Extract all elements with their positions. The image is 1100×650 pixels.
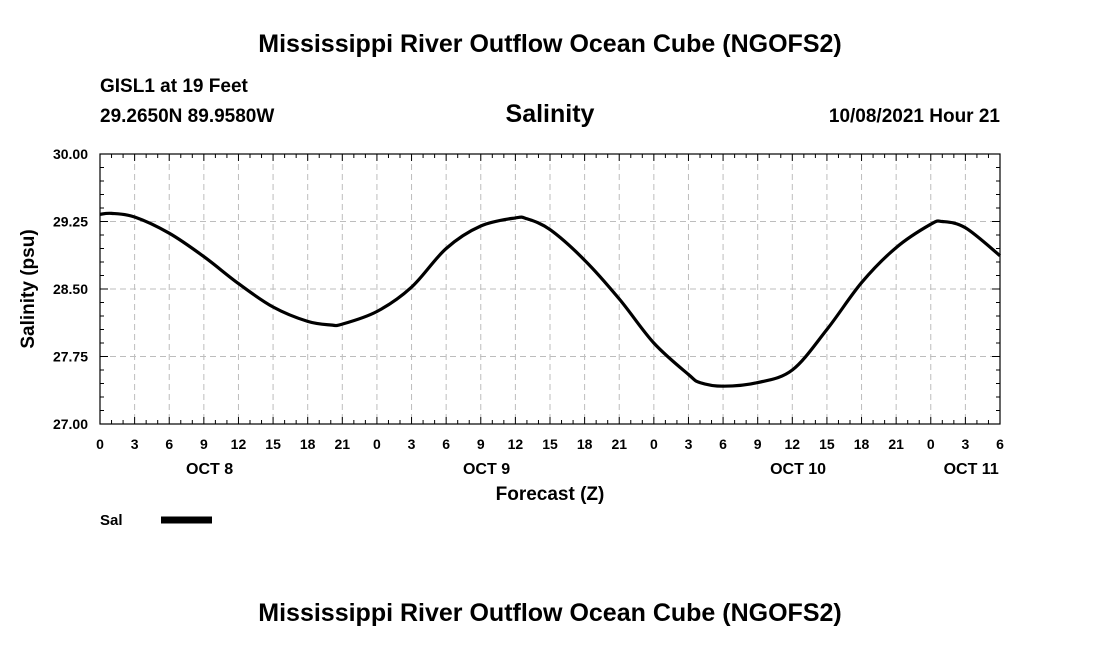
x-tick-label: 0	[650, 436, 658, 452]
x-tick-label: 15	[819, 436, 835, 452]
x-tick-label: 3	[131, 436, 139, 452]
x-tick-label: 6	[996, 436, 1004, 452]
x-tick-label: 12	[231, 436, 247, 452]
chart-title: Salinity	[505, 100, 595, 128]
coordinates-label: 29.2650N 89.9580W	[100, 106, 275, 127]
x-tick-label: 21	[335, 436, 351, 452]
x-tick-label: 6	[442, 436, 450, 452]
x-tick-label: 21	[888, 436, 904, 452]
footer-title: Mississippi River Outflow Ocean Cube (NG…	[258, 599, 842, 627]
series-layer	[99, 211, 1002, 388]
x-tick-label: 9	[754, 436, 762, 452]
x-tick-label: 12	[785, 436, 801, 452]
date-label: 10/08/2021 Hour 21	[828, 106, 1000, 127]
x-tick-label: 0	[96, 436, 104, 452]
x-tick-label: 3	[685, 436, 693, 452]
y-tick-label: 30.00	[53, 146, 88, 162]
x-tick-label: 3	[408, 436, 416, 452]
x-tick-label: 18	[577, 436, 593, 452]
station-label: GISL1 at 19 Feet	[100, 76, 248, 97]
x-tick-label: 0	[927, 436, 935, 452]
y-tick-label: 28.50	[53, 281, 88, 297]
y-tick-label: 27.75	[53, 349, 88, 365]
page-title: Mississippi River Outflow Ocean Cube (NG…	[258, 30, 842, 58]
x-tick-label: 15	[265, 436, 281, 452]
day-label: OCT 8	[186, 461, 233, 478]
y-tick-label: 29.25	[53, 214, 88, 230]
y-axis-label: Salinity (psu)	[18, 229, 39, 348]
x-tick-label: 15	[542, 436, 558, 452]
day-label: OCT 10	[770, 461, 826, 478]
legend: Sal	[100, 512, 212, 529]
x-tick-label: 9	[477, 436, 485, 452]
x-tick-label: 6	[719, 436, 727, 452]
legend-label-sal: Sal	[100, 512, 123, 529]
day-label: OCT 9	[463, 461, 510, 478]
x-tick-label: 0	[373, 436, 381, 452]
x-tick-label: 12	[508, 436, 524, 452]
axis-tick-labels: 0 3 6 9 12 15 18 21 0 3 6 9 12 15 18 21 0 3 6 9 12 15 18 21 0 3 6 2…	[53, 146, 1004, 478]
grid	[100, 154, 1000, 424]
series-line-sal	[99, 211, 1002, 388]
x-tick-label: 9	[200, 436, 208, 452]
x-tick-label: 18	[300, 436, 316, 452]
x-tick-label: 6	[165, 436, 173, 452]
x-tick-label: 21	[611, 436, 627, 452]
axis-ticks	[99, 153, 1001, 425]
y-tick-label: 27.00	[53, 416, 88, 432]
x-tick-label: 3	[961, 436, 969, 452]
x-axis-label: Forecast (Z)	[496, 484, 605, 505]
day-label: OCT 11	[944, 461, 999, 478]
x-tick-label: 18	[854, 436, 870, 452]
